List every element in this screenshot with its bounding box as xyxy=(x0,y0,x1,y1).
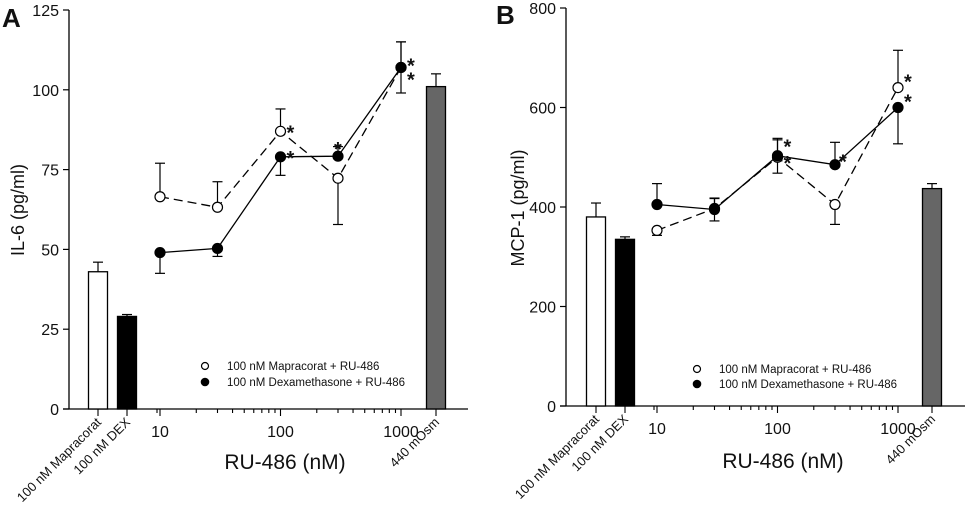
data-point-dexamethasone xyxy=(332,150,344,162)
x-tick-label: 10 xyxy=(648,421,666,438)
significance-star: * xyxy=(407,69,415,91)
y-tick-label: 75 xyxy=(41,163,59,180)
category-label-osm: 440 mOsm xyxy=(883,412,939,468)
significance-star: * xyxy=(904,92,912,114)
category-label-osm: 440 mOsm xyxy=(387,415,443,471)
legend: 100 nM Mapracorat + RU-486 100 nM Dexamet… xyxy=(200,361,405,389)
y-tick-label: 800 xyxy=(529,1,556,18)
data-point-mapracorat xyxy=(892,81,904,94)
panel-a: A 0 25 50 75 100 125 IL-6 (pg/ml) 10 100 1000 RU-48… xyxy=(2,3,468,505)
y-tick-label: 25 xyxy=(41,322,59,339)
legend-open-circle-icon xyxy=(200,361,210,371)
bar-osm xyxy=(425,85,447,410)
data-point-dexamethasone xyxy=(771,150,784,162)
data-point-dexamethasone xyxy=(892,101,904,114)
legend-filled-circle-icon xyxy=(200,377,210,387)
panel-b: B 0 200 400 600 800 MCP-1 (pg/ml) 10 100 1000 RU-4… xyxy=(496,0,965,502)
data-point-mapracorat xyxy=(154,191,166,203)
data-point-mapracorat xyxy=(274,125,287,137)
data-point-dexamethasone xyxy=(211,242,224,255)
data-point-mapracorat xyxy=(332,172,344,184)
x-tick-label: 10 xyxy=(151,424,169,441)
significance-star: * xyxy=(287,122,295,144)
bar-mapracorat xyxy=(87,271,109,410)
data-point-mapracorat xyxy=(211,201,224,213)
significance-star: * xyxy=(784,136,792,158)
x-axis-title: RU-486 (nM) xyxy=(722,450,843,473)
legend-item-mapracorat: 100 nM Mapracorat + RU-486 xyxy=(227,361,379,373)
significance-star: * xyxy=(334,139,342,161)
x-axis-title: RU-486 (nM) xyxy=(224,451,345,474)
legend-item-dexamethasone: 100 nM Dexamethasone + RU-486 xyxy=(227,377,405,389)
x-tick-label: 1000 xyxy=(383,424,419,441)
y-axis-title: IL-6 (pg/ml) xyxy=(8,164,28,256)
significance-star: * xyxy=(407,55,415,77)
bar-dex xyxy=(614,238,636,407)
legend: 100 nM Mapracorat + RU-486 100 nM Dexamet… xyxy=(692,364,897,391)
legend-filled-circle-icon xyxy=(692,379,702,389)
legend-item-dexamethasone: 100 nM Dexamethasone + RU-486 xyxy=(719,379,897,391)
data-point-mapracorat xyxy=(829,198,841,211)
y-tick-label: 100 xyxy=(32,83,59,100)
significance-star: * xyxy=(904,72,912,94)
significance-star: * xyxy=(784,153,792,175)
y-tick-label: 200 xyxy=(529,300,556,317)
y-tick-label: 0 xyxy=(547,399,556,416)
y-axis-title: MCP-1 (pg/ml) xyxy=(508,149,528,266)
data-point-dexamethasone xyxy=(829,159,841,171)
y-tick-label: 125 xyxy=(32,3,59,20)
data-point-dexamethasone xyxy=(708,203,721,216)
panel-letter: A xyxy=(2,3,21,33)
series-line-mapracorat xyxy=(159,67,402,209)
legend-item-mapracorat: 100 nM Mapracorat + RU-486 xyxy=(719,364,871,376)
data-point-dexamethasone xyxy=(274,151,287,163)
bar-osm xyxy=(921,187,943,407)
y-tick-label: 600 xyxy=(529,101,556,118)
x-tick-label: 100 xyxy=(764,421,791,438)
significance-star: * xyxy=(839,152,847,174)
y-tick-label: 400 xyxy=(529,200,556,217)
legend-open-circle-icon xyxy=(692,364,702,374)
significance-star: * xyxy=(287,148,295,170)
bar-mapracorat xyxy=(585,216,607,407)
bar-dex xyxy=(116,315,138,410)
x-tick-label: 1000 xyxy=(880,421,916,438)
data-point-dexamethasone xyxy=(651,198,663,211)
data-point-dexamethasone xyxy=(154,246,166,259)
x-tick-label: 100 xyxy=(267,424,294,441)
data-point-dexamethasone xyxy=(395,61,407,74)
data-point-mapracorat xyxy=(651,224,663,236)
y-tick-label: 0 xyxy=(50,402,59,419)
y-tick-label: 50 xyxy=(41,242,59,259)
panel-letter: B xyxy=(496,0,515,30)
